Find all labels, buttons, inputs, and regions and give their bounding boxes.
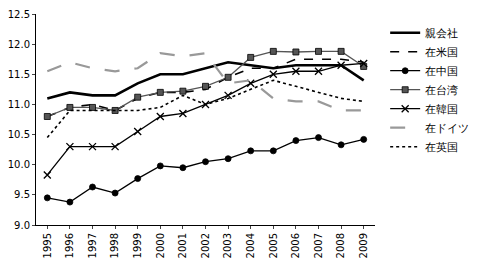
svg-text:2001: 2001 xyxy=(177,233,188,258)
svg-text:1998: 1998 xyxy=(109,233,120,258)
svg-text:在ドイツ: 在ドイツ xyxy=(425,122,469,135)
svg-text:2008: 2008 xyxy=(335,233,346,258)
svg-text:1996: 1996 xyxy=(64,233,75,258)
svg-text:1999: 1999 xyxy=(132,233,143,258)
svg-text:12.0: 12.0 xyxy=(8,39,30,50)
svg-text:在韓国: 在韓国 xyxy=(425,103,458,116)
svg-text:9.5: 9.5 xyxy=(14,189,30,200)
svg-text:12.5: 12.5 xyxy=(8,9,30,20)
svg-text:2007: 2007 xyxy=(313,233,324,258)
svg-text:10.5: 10.5 xyxy=(8,129,30,140)
svg-text:在中国: 在中国 xyxy=(425,65,458,78)
svg-text:10.0: 10.0 xyxy=(8,159,30,170)
svg-text:2009: 2009 xyxy=(358,233,369,258)
svg-text:2004: 2004 xyxy=(245,233,256,258)
svg-text:在米国: 在米国 xyxy=(425,46,458,59)
svg-text:1995: 1995 xyxy=(42,233,53,258)
svg-text:2000: 2000 xyxy=(155,233,166,258)
svg-text:2002: 2002 xyxy=(200,233,211,258)
svg-text:在英国: 在英国 xyxy=(425,141,458,154)
svg-text:9.0: 9.0 xyxy=(14,220,30,231)
svg-text:2003: 2003 xyxy=(222,233,233,258)
svg-text:11.5: 11.5 xyxy=(8,69,30,80)
svg-text:2006: 2006 xyxy=(290,233,301,258)
svg-text:11.0: 11.0 xyxy=(8,99,30,110)
svg-text:在台湾: 在台湾 xyxy=(425,84,458,97)
svg-text:2005: 2005 xyxy=(268,233,279,258)
svg-text:1997: 1997 xyxy=(87,233,98,258)
svg-text:親会社: 親会社 xyxy=(425,27,458,40)
